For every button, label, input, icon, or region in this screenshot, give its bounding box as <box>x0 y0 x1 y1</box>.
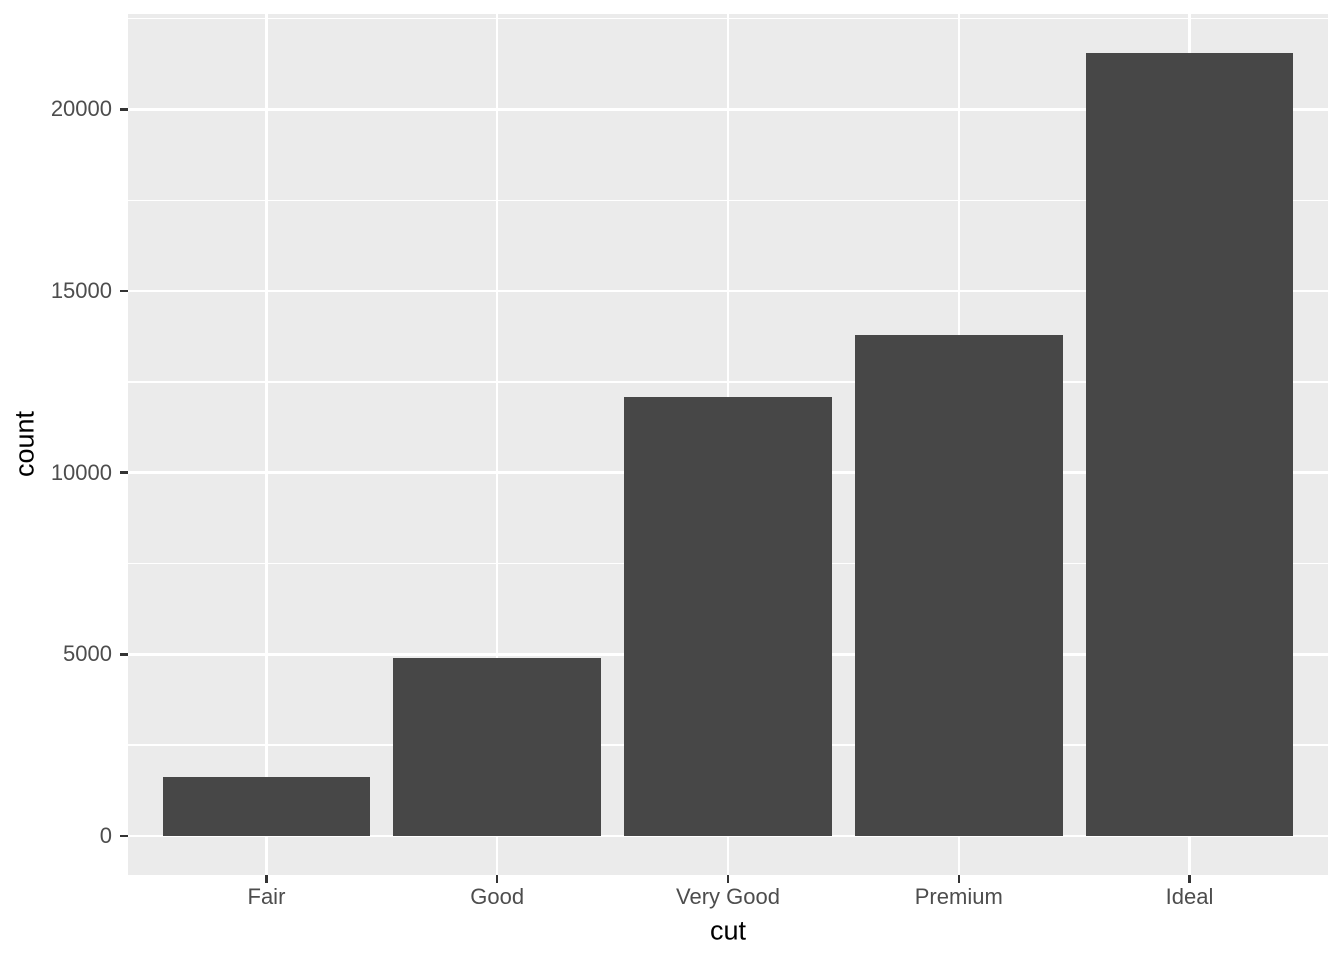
x-tick-label-premium: Premium <box>914 884 1003 909</box>
gridline-vertical-fair <box>265 14 268 875</box>
x-tick-label-ideal: Ideal <box>1165 884 1214 909</box>
x-tick-fair <box>265 875 268 883</box>
bar-premium <box>854 334 1063 836</box>
bar-ideal <box>1085 53 1294 836</box>
gridline-vertical-good <box>495 14 499 875</box>
x-tick-label-very-good: Very Good <box>676 884 780 909</box>
x-tick-label-fair: Fair <box>247 884 286 909</box>
x-axis-title: cut <box>709 915 747 946</box>
x-tick-very-good <box>726 875 730 883</box>
y-tick-0 <box>120 834 128 838</box>
y-tick-label-15000: 15000 <box>50 278 112 304</box>
bar-good <box>393 657 602 836</box>
y-tick-label-10000: 10000 <box>50 459 112 485</box>
x-tick-label-good: Good <box>470 884 525 909</box>
y-tick-10000 <box>120 471 128 474</box>
x-tick-ideal <box>1188 875 1191 883</box>
y-axis-title: count <box>9 410 40 478</box>
y-tick-20000 <box>120 108 128 111</box>
x-tick-premium <box>957 875 961 883</box>
y-tick-label-5000: 5000 <box>63 641 112 667</box>
y-tick-label-0: 0 <box>99 822 112 848</box>
bar-fair <box>162 777 371 836</box>
plot-panel <box>128 14 1328 875</box>
x-tick-good <box>495 875 499 883</box>
y-tick-label-20000: 20000 <box>50 96 112 122</box>
y-tick-15000 <box>120 289 128 293</box>
y-tick-5000 <box>120 653 128 656</box>
bar-very-good <box>624 397 832 836</box>
